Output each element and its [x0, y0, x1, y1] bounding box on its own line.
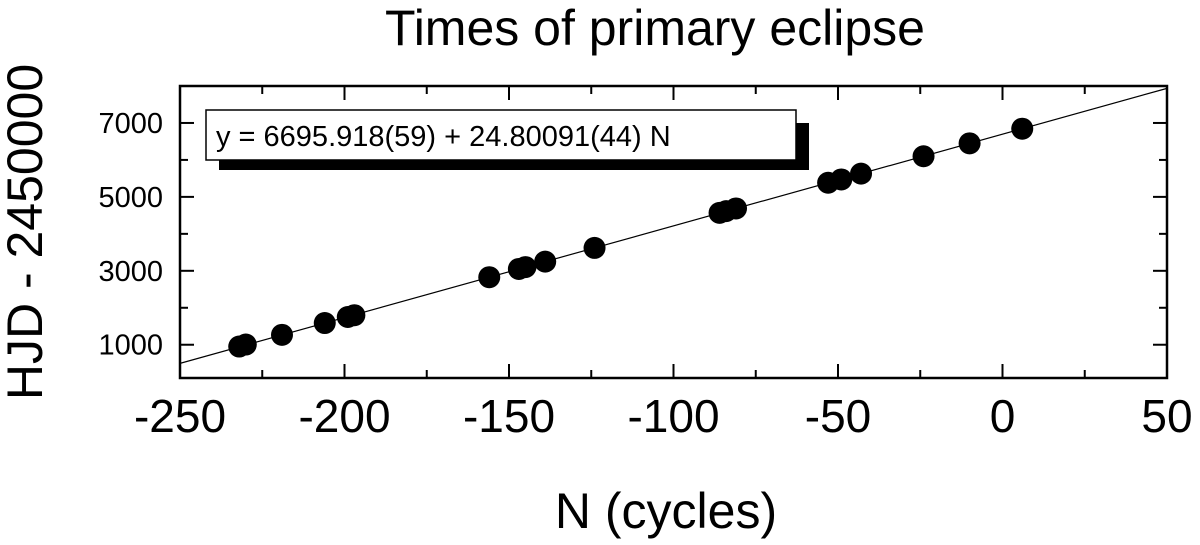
- data-point: [725, 197, 748, 220]
- tick-labels: -250 -200 -150 -100 -50 0 50 1000 3000 5000 7000: [98, 108, 1192, 442]
- fit-equation-label: y = 6695.918(59) + 24.80091(44) N: [216, 121, 671, 153]
- data-point: [534, 250, 557, 273]
- data-point: [1011, 117, 1034, 140]
- data-point: [313, 312, 336, 335]
- x-tick-label: -200: [298, 390, 390, 442]
- data-point: [343, 304, 366, 327]
- x-tick-label: 0: [990, 390, 1016, 442]
- fit-equation-box: y = 6695.918(59) + 24.80091(44) N: [205, 109, 809, 170]
- data-point: [478, 266, 501, 289]
- data-point: [958, 132, 981, 155]
- data-point: [912, 145, 935, 168]
- plot-frame: [178, 84, 1169, 380]
- data-points: [228, 117, 1034, 358]
- y-tick-label: 3000: [98, 256, 163, 288]
- y-axis-label: HJD - 2450000: [0, 64, 53, 400]
- fit-box-frame: [205, 109, 797, 161]
- data-point: [583, 236, 606, 259]
- x-tick-label: -250: [134, 390, 226, 442]
- x-tick-label: -50: [805, 390, 871, 442]
- data-point: [850, 162, 873, 185]
- x-tick-label: 50: [1141, 390, 1192, 442]
- y-tick-label: 1000: [98, 330, 163, 362]
- y-tick-label: 5000: [98, 182, 163, 214]
- x-tick-label: -150: [463, 390, 555, 442]
- x-axis-label: N (cycles): [555, 483, 777, 539]
- data-point: [234, 333, 257, 356]
- x-tick-label: -100: [627, 390, 719, 442]
- data-point: [514, 256, 537, 279]
- chart-title: Times of primary eclipse: [385, 0, 925, 56]
- y-tick-label: 7000: [98, 108, 163, 140]
- data-point: [830, 168, 853, 191]
- data-point: [270, 323, 293, 346]
